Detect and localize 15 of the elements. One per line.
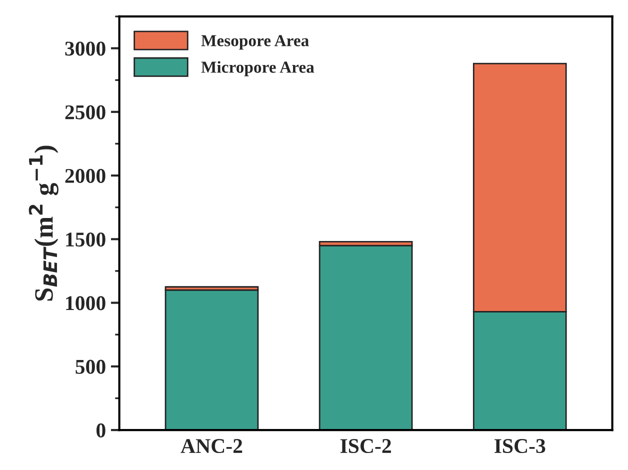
y-tick-label: 1000 — [66, 296, 106, 310]
y-tick-label: 1500 — [66, 232, 106, 247]
legend-label: Micropore Area — [201, 61, 314, 76]
y-tick-label: 0 — [96, 423, 106, 438]
y-tick-label: 500 — [76, 360, 106, 374]
y-tick-label: 3000 — [65, 42, 106, 56]
legend-label: Mesopore Area — [201, 35, 309, 50]
x-tick-label: ANC-2 — [180, 439, 242, 454]
y-axis-title: S$_{BET}$(m$^{2}$ g$^{−1}$) — [28, 146, 58, 301]
bar — [318, 244, 413, 430]
y-tick-label: 2500 — [65, 105, 106, 120]
bar — [164, 289, 259, 430]
x-tick-label: ISC-2 — [340, 439, 391, 454]
y-tick-label: 2000 — [65, 168, 106, 183]
x-tick-label: ISC-3 — [494, 439, 546, 454]
